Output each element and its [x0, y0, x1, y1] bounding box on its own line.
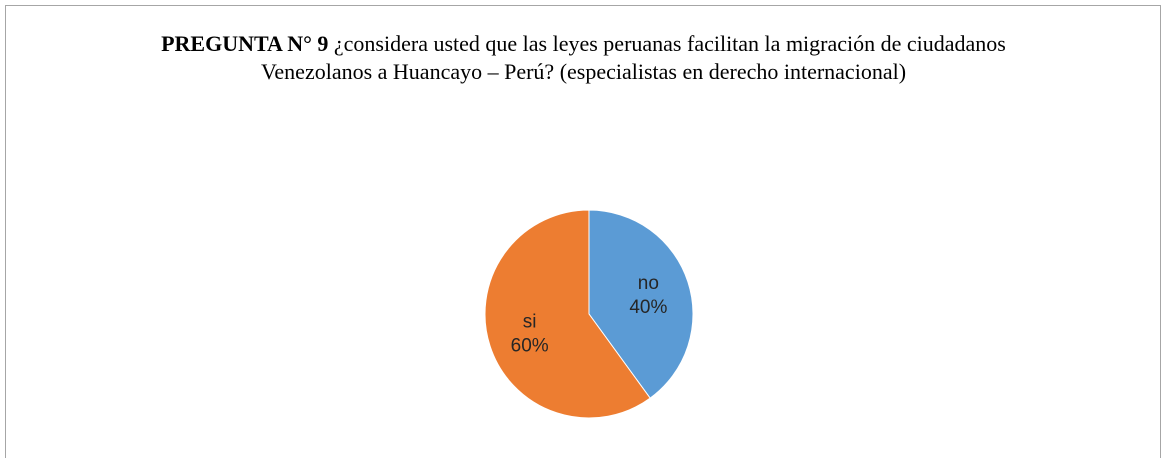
chart-title: PREGUNTA N° 9 ¿considera usted que las l…: [130, 30, 1037, 86]
title-text: ¿considera usted que las leyes peruanas …: [260, 31, 1006, 84]
chart-frame: [5, 5, 1161, 458]
pie-slice: [588, 209, 694, 399]
slice-label: si 60%: [511, 312, 549, 357]
category-label: no: [638, 273, 659, 294]
pie-slice: [484, 209, 651, 419]
title-prefix: PREGUNTA N° 9: [161, 31, 329, 56]
value-label: 40%: [629, 297, 667, 318]
slice-label: no 40%: [629, 273, 667, 318]
value-label: 60%: [511, 335, 549, 356]
category-label: si: [523, 312, 537, 333]
